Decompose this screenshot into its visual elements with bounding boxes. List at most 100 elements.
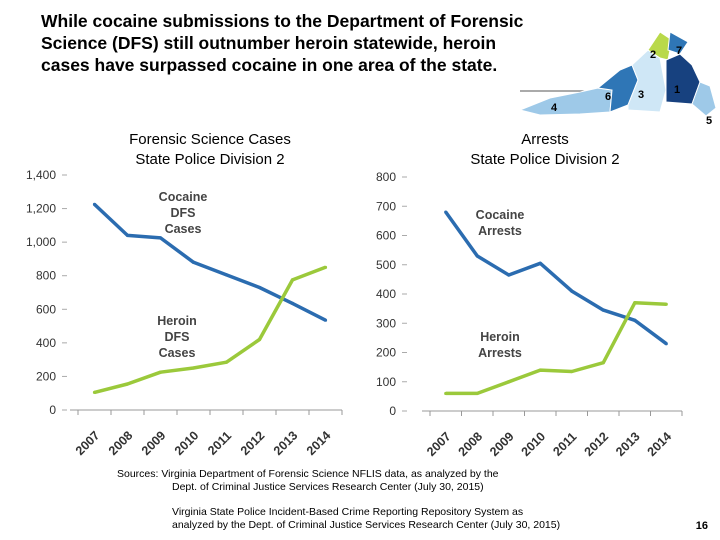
x-tick-label: 2013 [613,429,643,459]
data-point [601,308,605,312]
data-point [444,210,448,214]
series-line [94,265,327,395]
data-point [570,369,574,374]
data-point [475,254,479,258]
data-point [290,278,295,282]
page-number: 16 [695,520,708,532]
data-point [664,302,668,306]
chart-title-line: State Police Division 2 [135,151,285,168]
y-tick-label: 400 [36,336,56,350]
data-point [475,391,479,396]
headline-line: While cocaine submissions to the Departm… [41,11,524,31]
data-point [92,202,97,206]
division-label: 5 [706,115,712,127]
series-label-line: Cases [159,346,196,360]
division-map: 1 2 3 4 5 6 7 [520,31,717,127]
data-point [570,289,574,293]
y-tick-label: 800 [376,170,396,184]
x-tick-label: 2012 [582,429,612,459]
x-tick-label: 2011 [205,429,234,458]
series-label: Cocaine Arrests [476,208,525,238]
headline: While cocaine submissions to the Departm… [41,10,601,76]
series-line [93,203,327,322]
source-line: Dept. of Criminal Justice Services Resea… [172,481,484,493]
x-tick-label: 2007 [73,428,103,458]
data-point [538,368,542,372]
y-tick-label: 200 [36,369,56,383]
y-tick-label: 500 [376,258,396,272]
source-line: analyzed by the Dept. of Criminal Justic… [172,519,561,531]
chart-title-arrests: Arrests State Police Division 2 [430,130,660,170]
x-tick-label: 2011 [550,430,579,459]
y-tick-label: 1,000 [26,235,56,249]
y-tick-label: 1,400 [26,168,56,182]
data-point [257,285,262,290]
x-tick-label: 2014 [645,429,675,459]
x-tick-label: 2009 [139,428,169,458]
y-tick-label: 1,200 [26,202,56,216]
division-label: 7 [676,45,682,57]
division-5-region [691,81,717,117]
x-tick-label: 2008 [106,428,136,458]
chart-title-line: Arrests [521,131,569,148]
data-point [323,265,328,269]
x-tick-label: 2014 [304,428,334,458]
series-label-line: Cases [165,222,202,236]
data-point [158,236,163,240]
data-point [191,260,196,264]
y-tick-label: 200 [376,346,396,360]
y-tick-label: 600 [36,302,56,316]
data-point [601,361,605,365]
y-tick-label: 0 [389,404,396,418]
source-line: Sources: Virginia Department of Forensic… [117,468,499,480]
x-tick-label: 2013 [271,428,301,458]
y-tick-label: 400 [376,287,396,301]
division-label: 3 [638,89,644,101]
division-4-region [520,87,613,116]
x-tick-label: 2010 [172,428,202,458]
chart-title-forensic: Forensic Science Cases State Police Divi… [90,130,330,170]
data-point [290,301,295,306]
data-point [633,318,637,322]
headline-line: cases have surpassed cocaine in one area… [41,55,498,75]
data-point [538,261,542,265]
division-label: 2 [650,49,656,61]
series-label: Heroin DFS Cases [157,314,197,360]
data-point [224,273,229,277]
data-point [664,342,668,346]
x-tick-label: 2009 [487,429,517,459]
division-label: 1 [674,84,680,96]
data-point [257,337,262,342]
chart-title-line: Forensic Science Cases [129,131,291,148]
data-point [507,380,511,384]
x-tick-label: 2007 [424,429,454,459]
data-point [507,273,511,277]
x-tick-label: 2008 [456,429,486,459]
series-label-line: Arrests [478,346,522,360]
data-point [444,391,448,396]
series-label: Cocaine DFS Cases [159,190,208,236]
division-label: 4 [551,102,558,114]
data-point [125,382,130,386]
headline-line: Science (DFS) still outnumber heroin sta… [41,33,497,53]
y-tick-label: 800 [36,269,56,283]
series-line [444,211,668,346]
data-point [92,390,97,394]
x-tick-label: 2010 [519,429,549,459]
division-label: 6 [605,91,611,103]
y-tick-label: 0 [49,403,56,417]
source-line: Virginia State Police Incident-Based Cri… [172,506,524,518]
y-tick-label: 600 [376,229,396,243]
series-label-line: Cocaine [476,208,525,222]
series-label-line: Arrests [478,224,522,238]
series-label: Heroin Arrests [478,330,522,360]
data-point [224,360,229,364]
series-label-line: DFS [165,330,190,344]
series-label-line: Heroin [157,314,197,328]
data-point [191,366,196,370]
data-point [125,233,130,238]
y-tick-label: 300 [376,316,396,330]
y-tick-label: 100 [376,375,396,389]
series-line [445,301,667,396]
